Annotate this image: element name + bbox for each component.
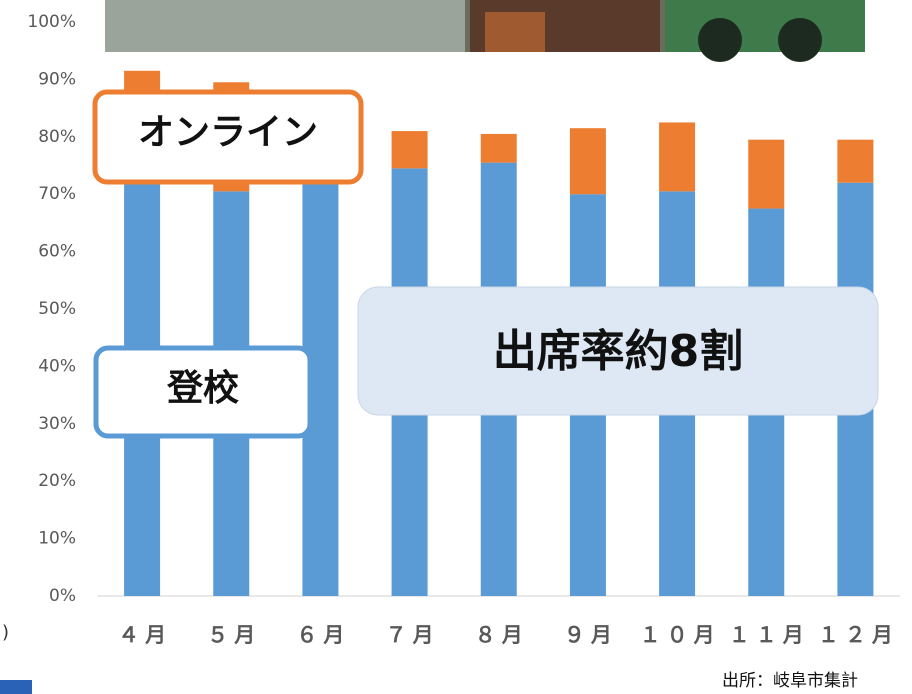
y-tick-label: 40% [38, 356, 76, 376]
y-tick-label: 20% [38, 471, 76, 491]
x-tick-label: １２月 [818, 623, 899, 647]
annotation: 出席率約8割 [493, 326, 744, 377]
y-tick-label: 60% [38, 242, 76, 262]
bar-segment [569, 128, 606, 195]
corner-block [0, 680, 32, 694]
x-tick-label: １０月 [640, 623, 721, 647]
bar-segment [659, 122, 696, 192]
annotation-box [357, 286, 879, 416]
y-tick-label: 70% [38, 184, 76, 204]
y-tick-label: 0% [49, 586, 76, 606]
attend-label-box [93, 345, 313, 439]
y-tick-label: 100% [27, 12, 76, 32]
bar-segment [837, 139, 874, 183]
x-tick-label: １１月 [729, 623, 810, 647]
y-tick-label: 30% [38, 414, 76, 434]
bar-segment [391, 131, 428, 169]
x-tick-label: ８月 [475, 623, 529, 647]
x-tick-label: ７月 [386, 623, 440, 647]
online-label: オンライン [138, 112, 318, 153]
bar-segment [748, 139, 785, 209]
x-tick-label: ９月 [564, 623, 618, 647]
y-tick-label: 80% [38, 127, 76, 147]
attend-label: 登校 [166, 368, 239, 409]
y-tick-label: 90% [38, 69, 76, 89]
x-tick-label: ４月 [118, 623, 172, 647]
y-tick-label: 50% [38, 299, 76, 319]
x-tick-label: ５月 [207, 623, 261, 647]
y-tick-label: 10% [38, 529, 76, 549]
online-label-box [92, 89, 364, 185]
source: 出所：岐阜市集計 [722, 671, 858, 691]
text-fragment: ) [2, 622, 9, 643]
bar-segment [480, 133, 517, 163]
x-tick-label: ６月 [296, 623, 350, 647]
photo-strip [105, 0, 865, 62]
